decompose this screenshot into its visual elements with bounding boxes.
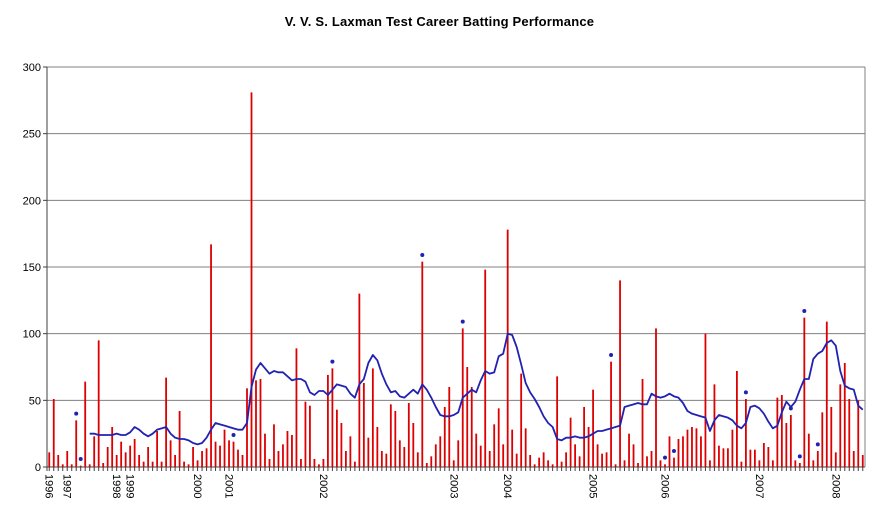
plot-frame: [46, 67, 866, 471]
y-tick-label: 100: [23, 329, 41, 341]
not-out-dot: [460, 319, 465, 324]
y-tick-label: 0: [35, 462, 41, 474]
y-tick-label: 250: [23, 129, 41, 141]
year-label-2000: 2000: [191, 474, 203, 498]
not-out-dot: [788, 406, 793, 411]
year-label-2001: 2001: [223, 474, 235, 498]
not-out-dot: [609, 353, 614, 357]
x-axis-year-labels: 1996 1997 1998 1999 2000 2001 2002 2003 2004 2005…: [43, 474, 842, 498]
year-label-1998: 1998: [110, 474, 122, 498]
not-out-dot: [420, 253, 425, 257]
bars-layer: [48, 92, 864, 467]
year-label-2008: 2008: [829, 474, 841, 498]
not-out-dot: [815, 442, 820, 447]
year-label-2005: 2005: [587, 474, 599, 498]
not-out-dots-layer: [74, 253, 820, 461]
year-label-1999: 1999: [124, 474, 136, 498]
not-out-dot: [78, 457, 83, 461]
not-out-dot: [797, 454, 802, 459]
y-tick-label: 150: [23, 262, 41, 274]
y-tick-label: 200: [23, 195, 41, 207]
y-axis-labels: 0 50 100 150 200 250 300: [23, 62, 47, 474]
not-out-dot: [74, 411, 79, 416]
y-tick-label: 300: [23, 62, 41, 74]
not-out-dot: [330, 359, 335, 364]
year-label-1997: 1997: [61, 474, 73, 498]
x-axis-ticks: [48, 467, 864, 471]
not-out-dot: [802, 309, 807, 313]
y-tick-label: 50: [29, 395, 41, 407]
year-label-2003: 2003: [447, 474, 459, 498]
year-label-2007: 2007: [753, 474, 765, 498]
chart-title: V. V. S. Laxman Test Career Batting Perf…: [284, 14, 595, 29]
not-out-dot: [231, 433, 236, 437]
gridlines-layer: [47, 66, 865, 468]
average-line-layer: [89, 332, 864, 446]
year-label-2002: 2002: [317, 474, 329, 498]
not-out-dot: [662, 455, 667, 460]
year-label-2004: 2004: [501, 474, 513, 498]
year-label-1996: 1996: [43, 474, 55, 498]
not-out-dot: [743, 390, 748, 395]
not-out-dot: [671, 449, 676, 453]
year-label-2006: 2006: [658, 474, 670, 498]
average-line: [89, 332, 864, 446]
